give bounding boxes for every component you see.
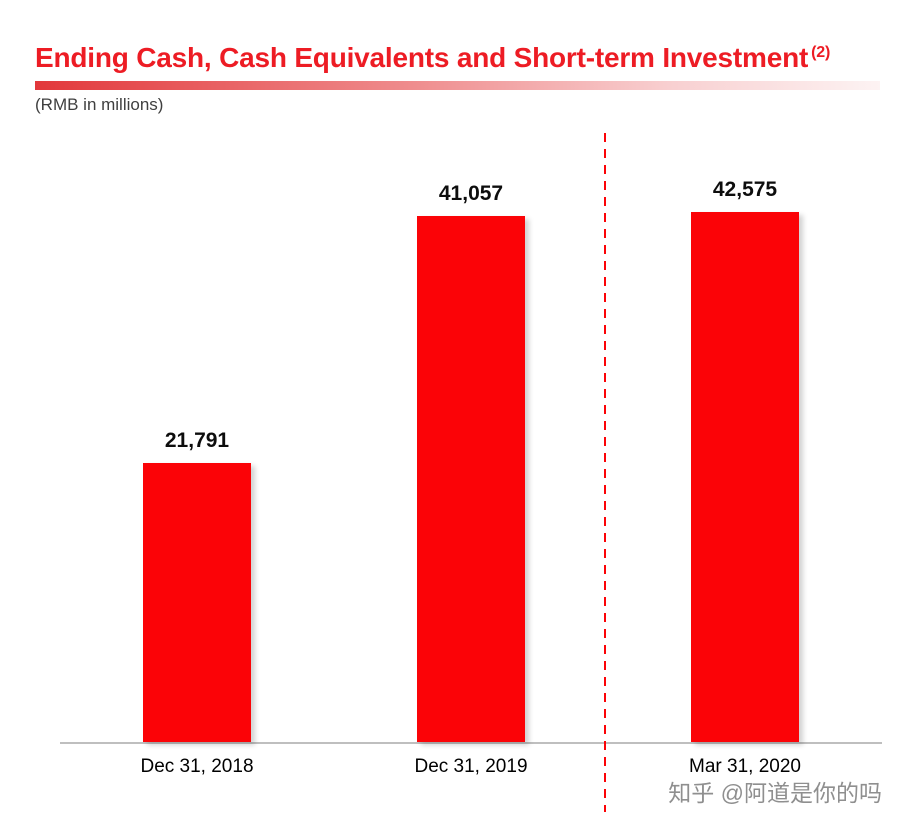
bar-2 bbox=[417, 216, 525, 742]
period-separator-dashed-line bbox=[604, 133, 606, 812]
bar-chart: 21,791 41,057 42,575 Dec 31, 2018 Dec 31, 2… bbox=[60, 178, 882, 778]
x-axis-label: Dec 31, 2018 bbox=[140, 756, 254, 777]
bar-value-label: 41,057 bbox=[438, 182, 504, 205]
units-label: (RMB in millions) bbox=[35, 95, 164, 114]
footnote-reference: (2) bbox=[811, 43, 831, 61]
title-underline bbox=[35, 81, 880, 90]
bar-group: 41,057 bbox=[334, 178, 608, 742]
bar-group: 21,791 bbox=[60, 178, 334, 742]
x-axis-label: Dec 31, 2019 bbox=[414, 756, 528, 777]
title-text: Ending Cash, Cash Equivalents and Short-… bbox=[35, 42, 809, 73]
bar-1 bbox=[143, 463, 251, 742]
chart-header: Ending Cash, Cash Equivalents and Short-… bbox=[0, 0, 910, 115]
plot-area: 21,791 41,057 42,575 bbox=[60, 178, 882, 744]
x-axis-label: Mar 31, 2020 bbox=[689, 756, 801, 777]
x-axis-labels: Dec 31, 2018 Dec 31, 2019 Mar 31, 2020 bbox=[60, 756, 882, 778]
bar-3 bbox=[691, 212, 799, 742]
bar-group: 42,575 bbox=[608, 178, 882, 742]
watermark: 知乎 @阿道是你的吗 bbox=[668, 780, 882, 806]
page-title: Ending Cash, Cash Equivalents and Short-… bbox=[35, 40, 880, 75]
bar-value-label: 42,575 bbox=[712, 178, 778, 201]
bar-value-label: 21,791 bbox=[164, 429, 230, 452]
